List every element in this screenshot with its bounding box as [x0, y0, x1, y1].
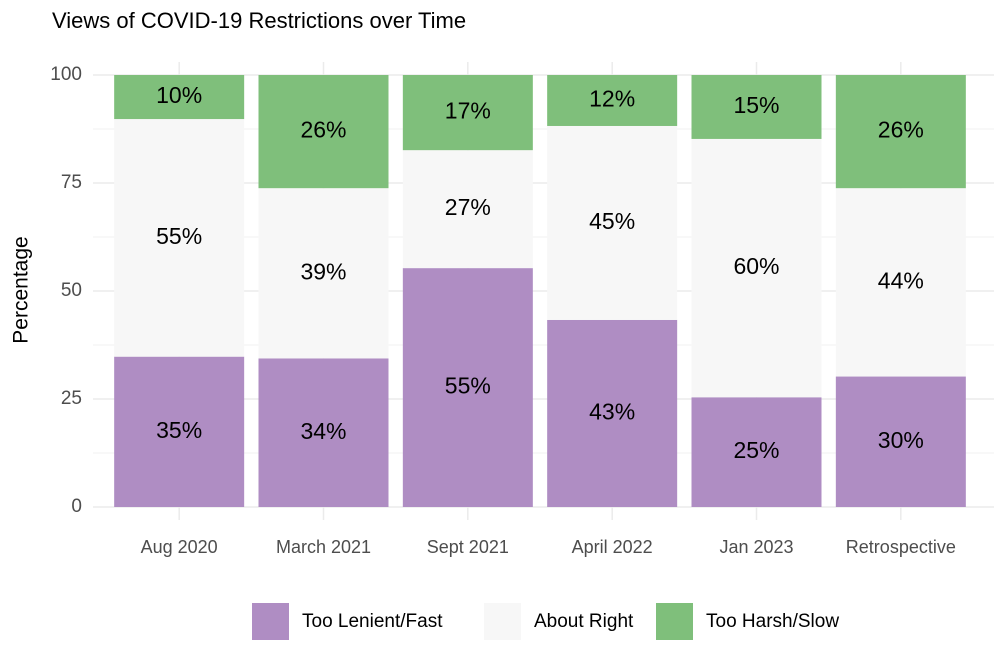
data-label: 26% [878, 117, 924, 143]
data-label: 30% [878, 427, 924, 453]
legend-label: Too Lenient/Fast [302, 611, 443, 632]
y-tick-label: 100 [50, 64, 82, 85]
data-label: 34% [300, 418, 346, 444]
data-label: 55% [156, 223, 202, 249]
bar-segment [835, 188, 966, 377]
bar-segment [691, 397, 822, 507]
bar-segment [402, 268, 533, 507]
data-label: 43% [589, 399, 635, 425]
bar-segment [835, 376, 966, 507]
bar-segment [402, 75, 533, 151]
legend-label: About Right [534, 611, 634, 632]
legend-swatch [656, 603, 693, 640]
data-label: 27% [445, 194, 491, 220]
legend-swatch [484, 603, 521, 640]
data-label: 12% [589, 86, 635, 112]
bar-segment [835, 75, 966, 189]
y-axis-label: Percentage [10, 236, 33, 343]
y-tick-label: 0 [71, 496, 82, 517]
bar-segment [691, 138, 822, 398]
bar-segment [258, 75, 389, 189]
legend-label: Too Harsh/Slow [706, 611, 839, 632]
bar-segment [114, 75, 245, 120]
y-tick-label: 75 [61, 172, 82, 193]
x-tick-label: April 2022 [572, 537, 653, 557]
bar-segment [402, 150, 533, 269]
bar-segment [258, 188, 389, 359]
data-label: 55% [445, 373, 491, 399]
data-label: 10% [156, 82, 202, 108]
data-label: 25% [733, 437, 779, 463]
bar-segment [258, 358, 389, 507]
data-label: 17% [445, 98, 491, 124]
bar-segment [547, 75, 678, 126]
x-tick-label: March 2021 [276, 537, 371, 557]
data-label: 15% [733, 92, 779, 118]
bar-segment [114, 356, 245, 507]
bar-segment [547, 125, 678, 320]
x-tick-label: Sept 2021 [427, 537, 509, 557]
bar-segment [547, 319, 678, 507]
data-label: 45% [589, 208, 635, 234]
data-label: 44% [878, 267, 924, 293]
data-label: 60% [733, 253, 779, 279]
data-label: 26% [300, 117, 346, 143]
bar-segment [691, 75, 822, 139]
legend-swatch [252, 603, 289, 640]
data-label: 35% [156, 417, 202, 443]
chart-title: Views of COVID-19 Restrictions over Time [52, 8, 466, 33]
x-tick-label: Jan 2023 [719, 537, 793, 557]
x-tick-label: Aug 2020 [141, 537, 218, 557]
bar-segment [114, 119, 245, 357]
x-tick-label: Retrospective [846, 537, 956, 557]
y-tick-label: 25 [61, 388, 82, 409]
y-tick-label: 50 [61, 280, 82, 301]
data-label: 39% [300, 258, 346, 284]
